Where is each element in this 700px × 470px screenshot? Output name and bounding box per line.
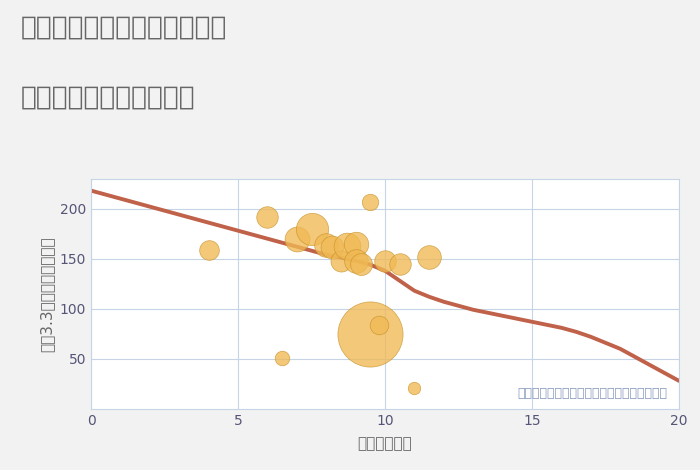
Point: [341, 242, 352, 250]
Point: [365, 330, 376, 337]
Point: [350, 257, 361, 265]
Point: [374, 321, 385, 329]
Point: [335, 257, 346, 265]
Point: [306, 225, 317, 233]
Point: [276, 354, 288, 361]
Point: [326, 243, 337, 251]
Text: 兵庫県西宮市甲子園浜田町の: 兵庫県西宮市甲子園浜田町の: [21, 14, 228, 40]
Point: [356, 260, 367, 267]
Point: [321, 241, 332, 249]
Point: [379, 257, 391, 265]
Text: 円の大きさは、取引のあった物件面積を示す: 円の大きさは、取引のあった物件面積を示す: [517, 387, 667, 400]
X-axis label: 駅距離（分）: 駅距離（分）: [358, 436, 412, 451]
Point: [394, 260, 405, 267]
Point: [203, 246, 214, 253]
Y-axis label: 坪（3.3㎡）単価（万円）: 坪（3.3㎡）単価（万円）: [39, 236, 54, 352]
Point: [350, 240, 361, 247]
Point: [365, 198, 376, 205]
Point: [409, 384, 420, 392]
Point: [291, 235, 302, 243]
Text: 駅距離別中古戸建て価格: 駅距離別中古戸建て価格: [21, 85, 195, 110]
Point: [424, 253, 435, 260]
Point: [262, 213, 273, 220]
